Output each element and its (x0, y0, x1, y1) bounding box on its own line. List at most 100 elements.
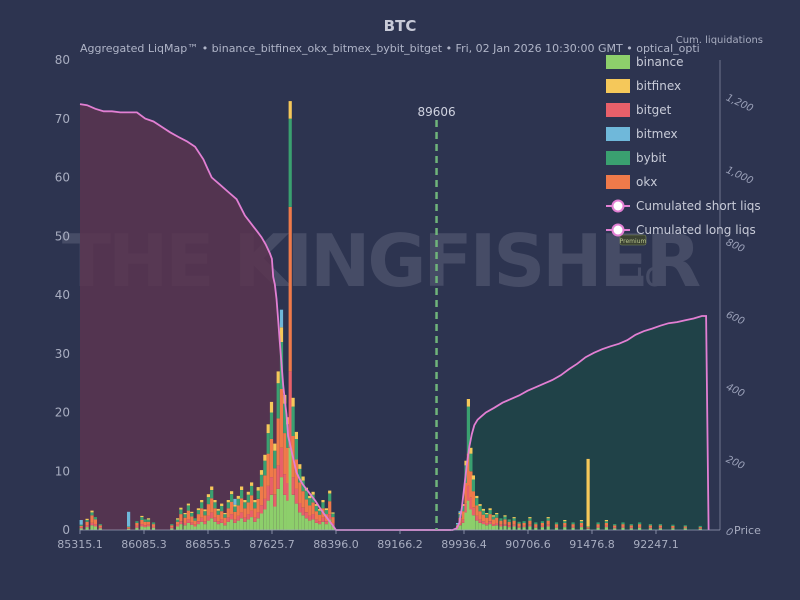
bar-bybit (230, 494, 234, 502)
bar-binance (604, 527, 608, 530)
bar-bitfinex (491, 515, 495, 517)
bar-bybit (491, 516, 495, 520)
y2-tick-label: 800 (724, 237, 746, 255)
bar-bybit (259, 474, 264, 487)
bar-binance (127, 528, 131, 530)
bar-bitfinex (294, 431, 298, 439)
chart-title: BTC (384, 17, 417, 35)
bar-okx (183, 517, 187, 523)
bar-bitfinex (495, 513, 499, 515)
bar-binance (456, 528, 460, 530)
bar-bitfinex (475, 495, 479, 499)
bar-binance (298, 512, 302, 530)
bar-binance (90, 525, 94, 530)
bar-bitget (233, 519, 237, 523)
bar-bitmex (127, 511, 131, 527)
bar-bitget (464, 503, 468, 513)
bar-bybit (495, 514, 499, 518)
bar-bitget (571, 526, 575, 528)
bar-bybit (246, 494, 250, 503)
bar-bitget (256, 512, 260, 519)
bar-binance (522, 527, 526, 530)
bar-okx (85, 521, 89, 526)
bar-bitfinex (478, 504, 482, 506)
bar-binance (528, 526, 532, 530)
bar-bitfinex (485, 513, 489, 515)
legend-label-bitfinex: bitfinex (636, 79, 681, 93)
bar-bitget (579, 525, 584, 528)
bar-bitget (266, 485, 270, 501)
bar-bitfinex (481, 508, 485, 511)
bar-bitget (179, 521, 183, 525)
bar-bybit (151, 522, 156, 525)
bar-bybit (170, 524, 174, 526)
bar-okx (243, 508, 247, 518)
bar-bitfinex (318, 508, 322, 511)
x-tick-label: 90706.6 (505, 538, 551, 551)
bar-okx (517, 523, 521, 527)
bar-okx (186, 510, 190, 520)
bar-okx (140, 520, 144, 525)
bar-bybit (269, 412, 274, 439)
bar-bitfinex (469, 447, 473, 454)
bar-bitget (143, 525, 147, 528)
bar-bitget (698, 528, 702, 529)
bar-binance (276, 488, 280, 530)
bar-bybit (135, 521, 139, 523)
bar-binance (571, 527, 575, 530)
bar-bitfinex (200, 500, 204, 503)
bar-bitget (203, 521, 207, 525)
bar-okx (273, 468, 277, 495)
bar-bybit (240, 490, 244, 499)
bar-bitfinex (288, 101, 292, 119)
bar-okx (563, 523, 567, 526)
bar-bitfinex (311, 491, 315, 495)
bar-okx (269, 438, 274, 478)
bar-binance (648, 528, 652, 530)
bar-okx (246, 502, 250, 515)
bar-bitfinex (586, 458, 590, 527)
bar-bitfinex (579, 520, 584, 522)
x-axis-ticks: 85315.1 86085.3 86855.5 87625.7 88396.0 89166… (57, 530, 679, 551)
bar-binance (534, 527, 538, 530)
bar-bitget (216, 521, 220, 525)
bar-binance (671, 528, 675, 530)
y2-tick-label: 0 (724, 526, 734, 539)
bar-okx (206, 504, 210, 516)
bar-bybit (236, 498, 240, 506)
bar-okx (304, 499, 308, 513)
bar-okx (127, 527, 131, 529)
bar-okx (328, 501, 332, 515)
bar-okx (499, 520, 503, 525)
bar-bitfinex (301, 476, 305, 481)
bar-bitget (146, 524, 151, 527)
bar-bitfinex (213, 500, 217, 503)
bar-okx (276, 418, 280, 466)
bar-bitget (240, 512, 244, 519)
x-tick-label: 85315.1 (57, 538, 103, 551)
bar-okx (478, 511, 482, 520)
x-tick-label: 91476.8 (569, 538, 615, 551)
bar-bitget (223, 523, 227, 526)
bar-bybit (276, 383, 280, 419)
bar-bitfinex (176, 518, 180, 520)
bar-binance (311, 519, 315, 530)
bar-bitget (196, 521, 200, 525)
bar-bitfinex (230, 491, 234, 495)
legend-label-bybit: bybit (636, 151, 667, 165)
bar-binance (246, 519, 250, 530)
bar-binance (458, 525, 462, 530)
y-tick-label: 70 (55, 112, 70, 126)
bar-bitget (210, 512, 214, 519)
bar-okx (481, 514, 485, 522)
bar-bitfinex (269, 401, 274, 413)
bar-binance (85, 527, 89, 530)
bar-okx (135, 523, 139, 526)
bar-binance (314, 523, 318, 530)
bar-bybit (528, 518, 532, 521)
bar-bitmex (279, 309, 284, 328)
bar-bitget (648, 527, 652, 529)
bar-bitfinex (186, 503, 190, 506)
bar-bitget (629, 527, 633, 529)
